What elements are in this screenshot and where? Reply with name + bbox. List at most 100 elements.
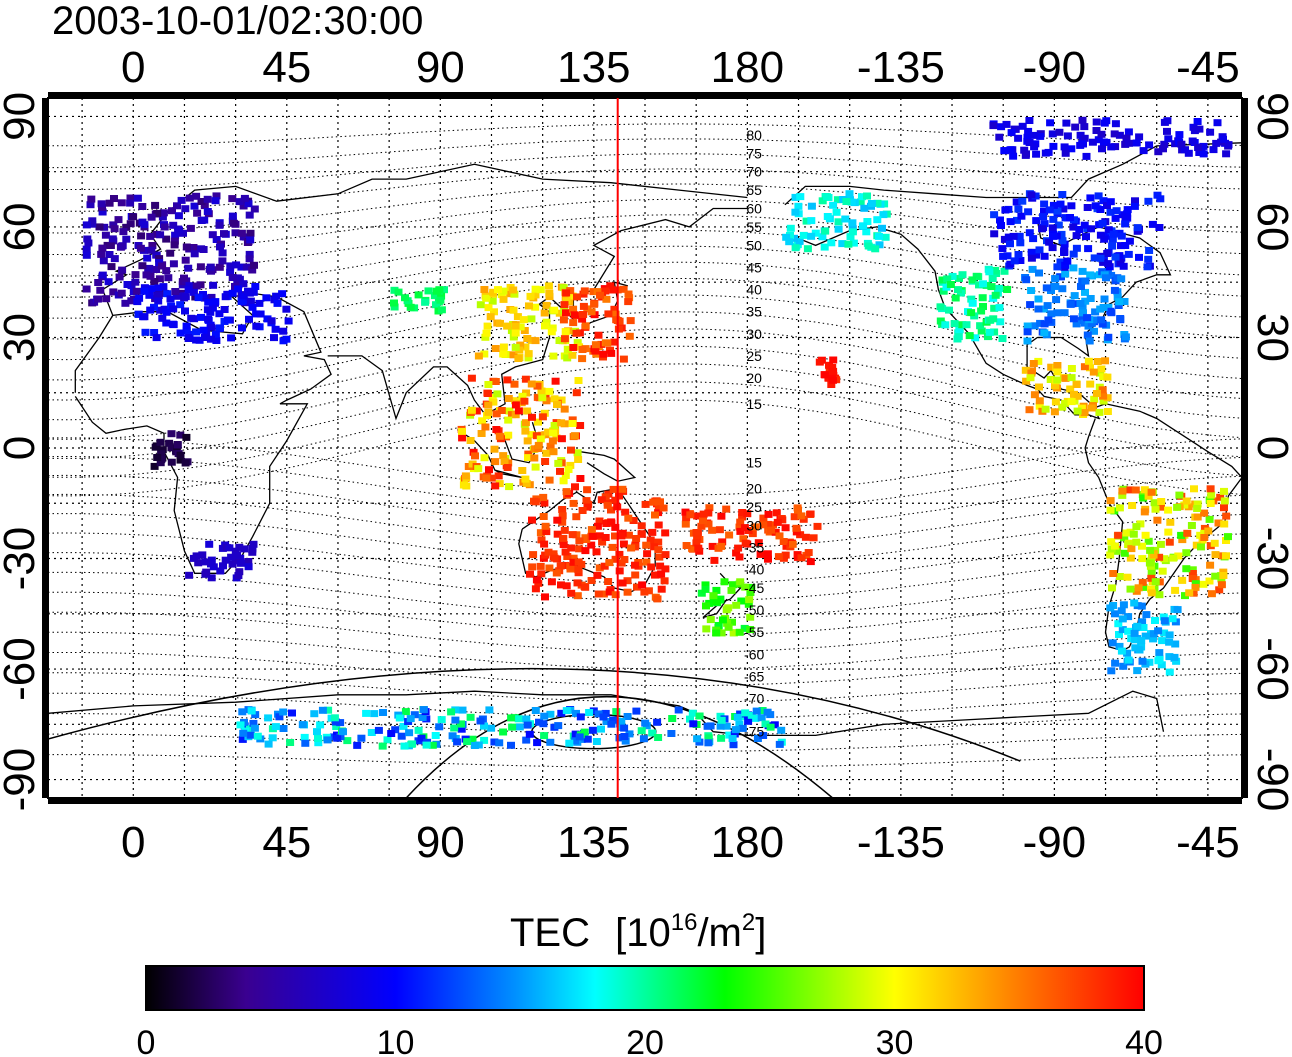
latitude-tick-label-left: -30 — [0, 527, 44, 591]
tec-cell — [569, 558, 578, 566]
tec-cell — [818, 197, 827, 205]
tec-cell — [520, 397, 529, 405]
tec-cell — [1090, 395, 1099, 403]
tec-cell — [998, 335, 1007, 342]
tec-cell — [150, 329, 159, 336]
magnetic-contour — [48, 455, 1242, 514]
tec-cell — [1014, 205, 1023, 213]
tec-cell — [625, 332, 634, 340]
tec-cell — [510, 290, 519, 298]
tec-cell — [509, 306, 518, 314]
tec-cell — [567, 589, 576, 597]
tec-cell — [538, 413, 547, 421]
tec-cell — [1058, 237, 1067, 245]
tec-cell — [1047, 363, 1056, 371]
tec-cell — [494, 286, 502, 294]
tec-cell — [531, 707, 540, 714]
tec-cell — [1042, 284, 1051, 292]
tec-cell — [1115, 573, 1124, 580]
tec-cell — [215, 221, 224, 229]
tec-cell — [537, 570, 546, 578]
tec-cell — [977, 327, 986, 335]
tec-cell — [154, 284, 163, 292]
tec-cell — [216, 567, 225, 575]
tec-cell — [1004, 233, 1013, 241]
tec-cell — [169, 321, 178, 329]
tec-cell — [1106, 551, 1115, 559]
tec-cell — [476, 301, 485, 309]
tec-cell — [504, 431, 513, 439]
tec-cell — [82, 221, 91, 229]
tec-cell — [597, 340, 606, 348]
tec-cell — [692, 529, 701, 536]
tec-cell — [1069, 264, 1078, 272]
magnetic-pole-contour — [48, 667, 1021, 762]
tec-cell — [405, 729, 414, 737]
tec-cell — [131, 271, 140, 279]
tec-cell — [515, 723, 524, 731]
tec-cell — [126, 220, 135, 228]
magnetic-contour — [48, 692, 1242, 720]
tec-cell — [1220, 504, 1228, 512]
tec-cell — [1104, 303, 1113, 311]
tec-cell — [466, 437, 475, 444]
tec-cell — [182, 322, 191, 330]
tec-cell — [1130, 202, 1139, 210]
tec-cell — [595, 532, 604, 540]
tec-cell — [1110, 286, 1119, 294]
tec-cell — [155, 255, 164, 263]
tec-cell — [1125, 139, 1133, 147]
tec-cell — [495, 480, 504, 488]
tec-cell — [1187, 522, 1196, 529]
tec-cell — [1102, 274, 1110, 282]
tec-cell — [589, 288, 598, 296]
tec-cell — [523, 437, 532, 445]
tec-cell — [1061, 149, 1070, 157]
tec-cell — [1184, 503, 1193, 511]
tec-cell — [234, 285, 242, 293]
tec-cell — [1131, 197, 1139, 205]
tec-cell — [1066, 385, 1075, 393]
tec-cell — [505, 407, 514, 415]
tec-cell — [619, 540, 628, 548]
tec-cell — [1022, 377, 1031, 385]
tec-cell — [190, 202, 199, 210]
tec-cell — [620, 724, 629, 732]
tec-cell — [730, 730, 739, 738]
tec-cell — [574, 456, 583, 463]
tec-cell — [619, 285, 628, 293]
tec-cell — [879, 211, 888, 219]
tec-cell — [212, 337, 221, 344]
tec-cell — [506, 290, 515, 298]
tec-cell — [610, 305, 619, 313]
tec-cell — [1111, 214, 1120, 222]
tec-cell — [534, 418, 542, 426]
tec-cell — [503, 322, 512, 330]
tec-cell — [813, 522, 822, 530]
tec-cell — [1115, 298, 1124, 306]
tec-cell — [419, 706, 428, 714]
tec-cell — [1067, 374, 1076, 382]
longitude-tick-label: 90 — [416, 43, 465, 92]
tec-cell — [704, 739, 713, 747]
tec-cell — [625, 294, 634, 302]
tec-cell — [571, 483, 579, 491]
tec-cell — [1006, 218, 1015, 226]
magnetic-latitude-label: 70 — [746, 164, 762, 180]
magnetic-contour — [48, 591, 1242, 636]
tec-cell — [697, 522, 706, 530]
tec-cell — [1090, 327, 1098, 335]
tec-cell — [656, 498, 664, 506]
tec-cell — [330, 714, 339, 722]
tec-cell — [1160, 555, 1169, 563]
tec-cell — [1046, 376, 1055, 383]
tec-cell — [1123, 210, 1132, 218]
tec-cell — [623, 588, 632, 596]
tec-cell — [1117, 275, 1126, 283]
tec-cell — [588, 532, 597, 540]
magnetic-contour — [48, 713, 1242, 736]
coastline — [580, 451, 637, 482]
tec-cell — [545, 289, 554, 297]
tec-cell — [1086, 271, 1095, 279]
magnetic-latitude-labels: 807570656055504540353025201515202530-35-… — [744, 127, 764, 740]
